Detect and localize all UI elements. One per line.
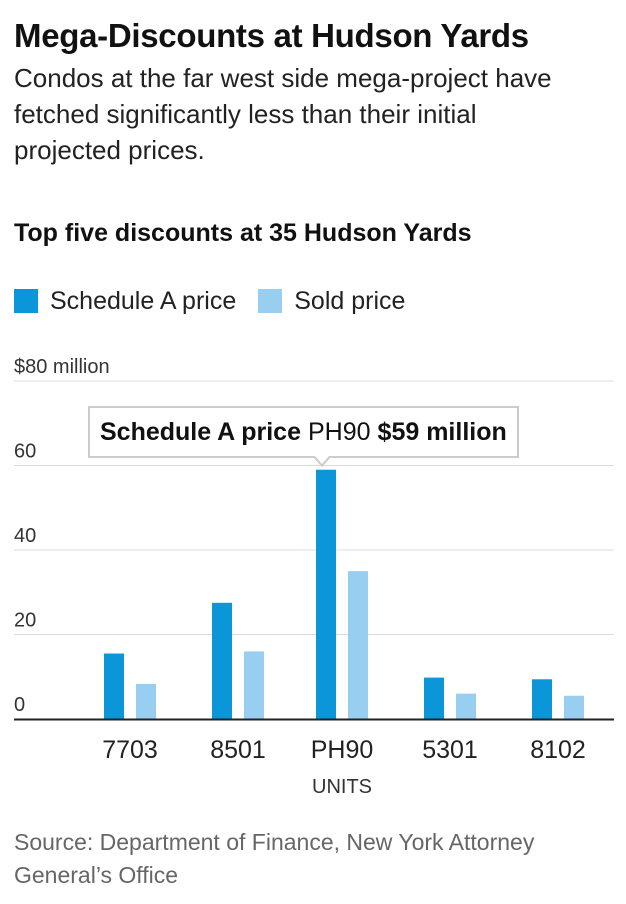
bar-schedule-a-8102 xyxy=(532,679,552,719)
chart-tooltip: Schedule A price PH90 $59 million xyxy=(88,406,519,458)
legend-label-sold: Sold price xyxy=(294,286,406,315)
x-tick-label-ph90: PH90 xyxy=(311,736,374,764)
tooltip-category: PH90 xyxy=(308,417,371,446)
bar-schedule-a-8501 xyxy=(212,602,232,719)
bar-chart: 0 20 40 60 $80 million 7703 8501 PH90 5301 8102 UN… xyxy=(14,356,614,798)
x-tick-label-8501: 8501 xyxy=(210,736,266,764)
legend-item-sold[interactable]: Sold price xyxy=(258,287,405,316)
y-tick-label-60: 60 xyxy=(14,441,36,463)
chart-title: Top five discounts at 35 Hudson Yards xyxy=(14,219,472,247)
legend-item-schedule-a[interactable]: Schedule A price xyxy=(14,287,236,316)
bar-schedule-a-5301 xyxy=(424,677,444,719)
tooltip-series: Schedule A price xyxy=(100,417,301,446)
bar-sold-7703 xyxy=(136,683,156,719)
source-note: Source: Department of Finance, New York … xyxy=(14,829,535,888)
bar-sold-8102 xyxy=(564,695,584,719)
y-tick-label-40: 40 xyxy=(14,525,36,547)
chart-legend: Schedule A price Sold price xyxy=(14,284,427,318)
y-tick-label-20: 20 xyxy=(14,610,36,632)
legend-swatch-sold xyxy=(258,289,283,313)
bar-schedule-a-ph90 xyxy=(316,469,336,719)
x-tick-label-5301: 5301 xyxy=(422,736,478,764)
y-tick-label-0: 0 xyxy=(14,694,25,716)
x-axis-label: UNITS xyxy=(312,776,372,798)
bar-schedule-a-7703 xyxy=(104,653,124,719)
bar-sold-8501 xyxy=(244,651,264,719)
bar-sold-5301 xyxy=(456,693,476,719)
page-subtitle: Condos at the far west side mega-project… xyxy=(14,63,552,165)
x-tick-label-7703: 7703 xyxy=(102,736,158,764)
tooltip-pointer-fill xyxy=(315,456,329,464)
y-tick-label-80: $80 million xyxy=(14,356,110,378)
x-tick-label-8102: 8102 xyxy=(530,736,586,764)
legend-swatch-schedule-a xyxy=(14,289,38,313)
tooltip-value: $59 million xyxy=(377,417,507,446)
bar-sold-ph90 xyxy=(348,571,368,719)
page-title: Mega-Discounts at Hudson Yards xyxy=(14,17,529,54)
legend-label-schedule-a: Schedule A price xyxy=(50,286,237,315)
